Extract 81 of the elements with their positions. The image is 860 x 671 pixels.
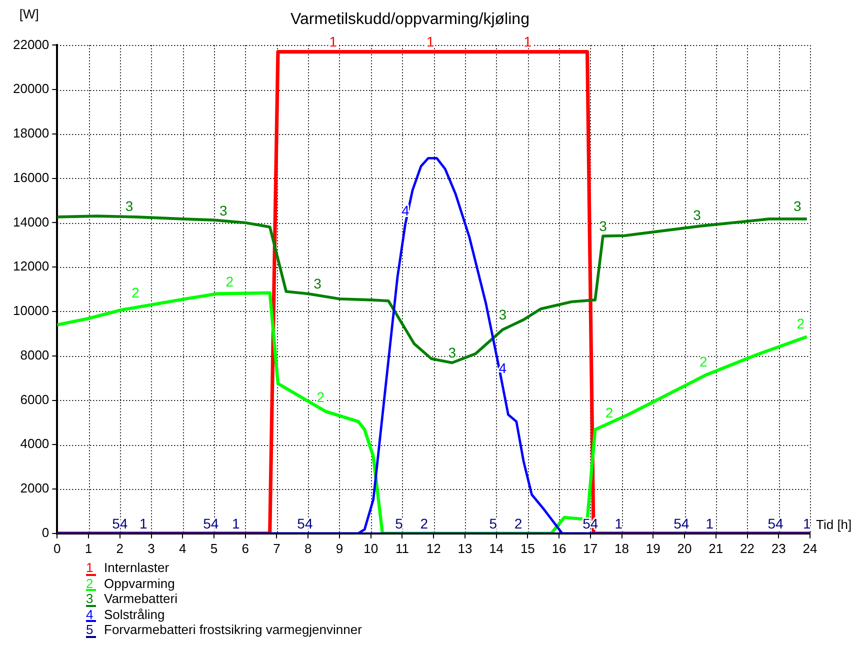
y-tick-label: 18000: [12, 126, 50, 141]
annotation: 2: [796, 316, 805, 332]
annotation: 2: [699, 353, 708, 370]
y-tick-label: 22000: [12, 36, 50, 52]
x-tick-label: 20: [677, 540, 692, 556]
annotation: 2: [316, 388, 325, 405]
annotation: 3: [498, 306, 507, 323]
annotation: 54: [203, 515, 219, 532]
annotation: 3: [448, 344, 456, 361]
x-tick-label: 8: [304, 540, 312, 556]
x-tick-label: 5: [210, 540, 218, 556]
annotation: 2: [514, 515, 522, 532]
y-tick-label: 12000: [12, 258, 50, 274]
annotation: 54: [297, 515, 313, 532]
y-tick-label: 20000: [12, 81, 50, 96]
annotation: 1: [706, 515, 714, 532]
annotation: 54: [768, 515, 784, 532]
annotation: 1: [232, 515, 240, 532]
x-tick-label: 19: [646, 540, 660, 556]
x-tick-label: 18: [614, 540, 630, 556]
legend-label: Oppvarming: [104, 576, 175, 590]
x-tick-label: 17: [583, 540, 598, 556]
legend-label: Solstråling: [104, 606, 165, 622]
x-tick-label: 14: [489, 540, 504, 556]
annotation: 3: [794, 198, 802, 214]
x-tick-label: 21: [708, 540, 724, 556]
text: 1: [86, 560, 94, 575]
annotation: 3: [599, 218, 608, 234]
text: 2: [86, 576, 94, 590]
chart-title: Varmetilskudd/oppvarming/kjøling: [290, 11, 530, 28]
x-tick-label: 10: [364, 540, 378, 556]
annotation: 3: [314, 276, 322, 292]
annotation: 1: [426, 34, 435, 50]
annotation: 5: [489, 515, 498, 532]
annotation: 5: [395, 515, 404, 532]
text: 5: [86, 622, 94, 637]
x-tick-label: 16: [552, 540, 566, 556]
x-tick-label: 1: [84, 540, 92, 556]
annotation: 2: [132, 284, 140, 300]
legend-label: Varmebatteri: [104, 591, 178, 606]
x-tick-label: 11: [395, 540, 409, 556]
x-tick-label: 6: [242, 540, 249, 556]
x-tick-label: 23: [771, 540, 786, 556]
x-tick-label: 24: [802, 540, 818, 556]
x-tick-label: 4: [179, 540, 186, 556]
y-tick-label: 16000: [12, 170, 50, 185]
annotation: 3: [693, 206, 702, 223]
x-tick-label: 3: [148, 540, 155, 556]
annotation: 1: [524, 34, 532, 50]
x-tick-label: 0: [54, 540, 61, 556]
x-tick-label: 9: [336, 540, 344, 556]
y-tick-label: 4000: [20, 436, 50, 452]
y-tick-label: 14000: [12, 214, 50, 230]
annotation: 3: [125, 198, 134, 214]
annotation: 2: [226, 273, 234, 290]
text: 4: [86, 606, 94, 622]
x-tick-label: 12: [426, 540, 441, 556]
y-tick-label: 2000: [20, 480, 50, 496]
x-tick-label: 22: [740, 540, 754, 556]
x-tick-label: 2: [116, 540, 124, 556]
legend-label: Forvarmebatteri frostsikring varmegjenvinner: [104, 622, 362, 637]
annotation: 2: [420, 515, 428, 532]
annotation: 1: [614, 515, 623, 532]
y-tick-label: 8000: [20, 347, 50, 362]
y-tick-label: 10000: [12, 303, 50, 318]
x-tick-label: 13: [458, 540, 472, 556]
annotation: 54: [112, 515, 128, 532]
y-tick-label: 0: [42, 524, 50, 540]
annotation: 2: [605, 404, 614, 420]
y-axis-title: [W]: [19, 6, 39, 22]
annotation: 1: [329, 34, 338, 50]
legend-label: Internlaster: [104, 560, 170, 575]
y-tick-label: 6000: [20, 392, 50, 407]
annotation: 1: [802, 515, 811, 532]
x-tick-label: 15: [520, 540, 535, 556]
annotation: 1: [140, 515, 148, 532]
annotation: 54: [674, 515, 690, 532]
x-axis-title: Tid [h]: [816, 516, 852, 532]
x-tick-label: 7: [273, 540, 280, 556]
text: 3: [86, 591, 94, 606]
annotation: 3: [220, 202, 228, 218]
